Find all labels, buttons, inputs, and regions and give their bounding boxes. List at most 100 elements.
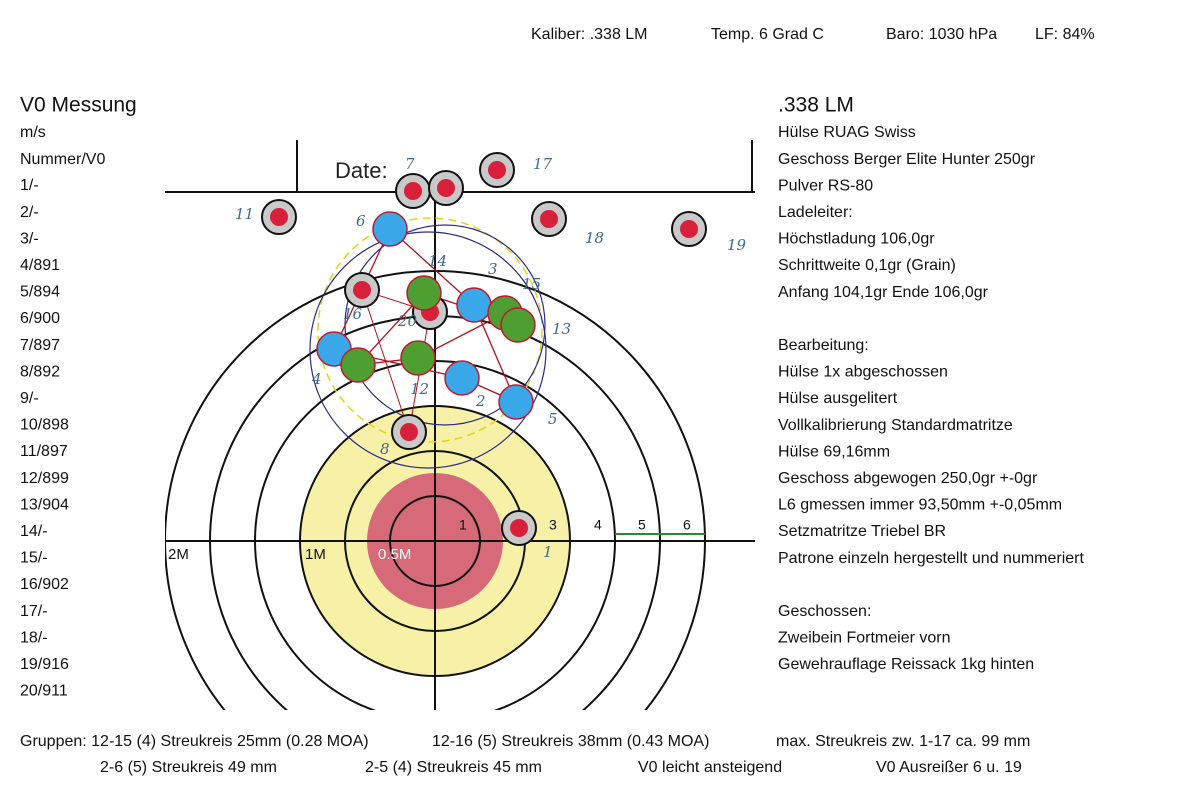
distance-label: 2M xyxy=(168,546,189,563)
info-line: Bearbeitung: xyxy=(778,337,869,354)
group-circle xyxy=(309,231,547,469)
info-line: Patrone einzeln hergestellt und nummerie… xyxy=(778,550,1085,567)
shot-label: 4 xyxy=(311,370,322,388)
shot-label: 8 xyxy=(380,440,390,458)
footer-item: Gruppen: 12-15 (4) Streukreis 25mm (0.28… xyxy=(20,733,369,750)
shot-hole xyxy=(404,182,422,200)
v0-row: 4/891 xyxy=(20,257,60,274)
shot-label: 17 xyxy=(533,155,553,173)
shot-label: 20 xyxy=(397,312,418,330)
info-line: Hülse 1x abgeschossen xyxy=(778,364,948,381)
info-line: Schrittweite 0,1gr (Grain) xyxy=(778,257,956,274)
shot-green xyxy=(400,340,436,376)
distance-label: 1M xyxy=(305,546,326,563)
shot-green xyxy=(500,307,536,343)
ring-number: 3 xyxy=(549,517,557,533)
info-line: Anfang 104,1gr Ende 106,0gr xyxy=(778,284,989,301)
shot-green xyxy=(406,275,442,311)
shot-label: 1 xyxy=(543,543,553,561)
shot-hole xyxy=(400,423,418,441)
shot-hole xyxy=(540,210,558,228)
v0-row: 13/904 xyxy=(20,496,69,513)
v0-row: 1/- xyxy=(20,177,39,194)
header-item: Kaliber: .338 LM xyxy=(531,26,648,43)
shot-label: 5 xyxy=(548,410,558,428)
v0-row: 6/900 xyxy=(20,310,60,327)
shot-label: 15 xyxy=(522,275,541,293)
info-line: Vollkalibrierung Standardmatritze xyxy=(778,417,1013,434)
v0-row: 18/- xyxy=(20,629,48,646)
header-item: Baro: 1030 hPa xyxy=(886,26,997,43)
left-column-header: Nummer/V0 xyxy=(20,151,105,168)
shot-label: 12 xyxy=(410,380,429,398)
group-line xyxy=(333,228,518,404)
shot-blue xyxy=(372,211,408,247)
shot-label: 11 xyxy=(235,205,254,223)
shot-green xyxy=(340,347,376,383)
v0-row: 2/- xyxy=(20,204,39,221)
distance-label: 0.5M xyxy=(378,546,411,563)
shot-hole xyxy=(437,179,455,197)
ring-number: 4 xyxy=(594,517,602,533)
v0-row: 20/911 xyxy=(20,683,68,700)
date-label: Date: xyxy=(335,158,388,183)
footer-item: V0 Ausreißer 6 u. 19 xyxy=(876,759,1022,776)
v0-row: 9/- xyxy=(20,390,39,407)
ring-number: 6 xyxy=(683,517,691,533)
v0-row: 5/894 xyxy=(20,284,60,301)
footer-item: max. Streukreis zw. 1-17 ca. 99 mm xyxy=(776,733,1030,750)
info-line: Gewehrauflage Reissack 1kg hinten xyxy=(778,656,1034,673)
ring-number: 5 xyxy=(638,517,646,533)
shot-label: 3 xyxy=(488,260,498,278)
info-line: Höchstladung 106,0gr xyxy=(778,231,935,248)
info-line: Ladeleiter: xyxy=(778,204,853,221)
header-item: LF: 84% xyxy=(1035,26,1095,43)
info-line: L6 gmessen immer 93,50mm +-0,05mm xyxy=(778,497,1062,514)
shot-hole xyxy=(270,208,288,226)
shot-hole xyxy=(510,519,528,537)
v0-row: 3/- xyxy=(20,230,39,247)
shot-hole xyxy=(488,161,506,179)
shot-label: 18 xyxy=(585,229,604,247)
v0-row: 16/902 xyxy=(20,576,69,593)
shot-label: 19 xyxy=(727,236,747,254)
info-line: Geschossen: xyxy=(778,603,871,620)
shot-label: 6 xyxy=(356,212,366,230)
shot-blue xyxy=(498,384,534,420)
info-line: Geschoss Berger Elite Hunter 250gr xyxy=(778,151,1036,168)
info-line: Hülse 69,16mm xyxy=(778,443,890,460)
info-line: Setzmatritze Triebel BR xyxy=(778,523,946,540)
shot-label: 13 xyxy=(552,320,571,338)
group-circle xyxy=(317,217,543,443)
footer-item: V0 leicht ansteigend xyxy=(638,759,782,776)
info-line: Hülse ausgelitert xyxy=(778,390,898,407)
v0-row: 14/- xyxy=(20,523,48,540)
shot-hole xyxy=(680,220,698,238)
shot-blue xyxy=(456,287,492,323)
header-item: Temp. 6 Grad C xyxy=(711,26,824,43)
shot-label: 7 xyxy=(405,155,415,173)
footer-item: 2-6 (5) Streukreis 49 mm xyxy=(100,759,277,776)
v0-row: 19/916 xyxy=(20,656,69,673)
v0-row: 11/897 xyxy=(20,443,68,460)
v0-row: 15/- xyxy=(20,550,48,567)
v0-row: 8/892 xyxy=(20,363,60,380)
left-title: V0 Messung xyxy=(20,94,137,117)
ring-number: 1 xyxy=(459,517,467,533)
v0-row: 17/- xyxy=(20,603,48,620)
info-line: Zweibein Fortmeier vorn xyxy=(778,630,951,647)
v0-row: 12/899 xyxy=(20,470,69,487)
v0-row: 7/897 xyxy=(20,337,60,354)
shot-hole xyxy=(353,281,371,299)
v0-row: 10/898 xyxy=(20,417,69,434)
info-line: Geschoss abgewogen 250,0gr +-0gr xyxy=(778,470,1038,487)
shot-label: 14 xyxy=(428,252,447,270)
footer-item: 2-5 (4) Streukreis 45 mm xyxy=(365,759,542,776)
shot-blue xyxy=(444,360,480,396)
left-unit: m/s xyxy=(20,124,46,141)
footer-item: 12-16 (5) Streukreis 38mm (0.43 MOA) xyxy=(432,733,709,750)
right-title: .338 LM xyxy=(778,94,854,117)
